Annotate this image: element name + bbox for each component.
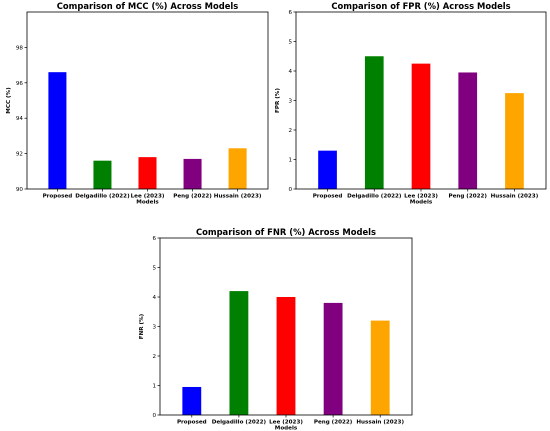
x-axis-label: Models	[275, 426, 298, 431]
chart-title: Comparison of FPR (%) Across Models	[331, 1, 510, 11]
y-tick-label: 90	[16, 187, 24, 193]
x-tick-label: Hussain (2023)	[356, 420, 404, 426]
x-axis-label: Models	[410, 200, 433, 206]
y-tick-label: 5	[152, 266, 156, 272]
y-tick-label: 92	[16, 152, 23, 158]
bar-hussain-2023	[370, 320, 390, 415]
bar-proposed	[48, 72, 67, 189]
y-tick-label: 6	[288, 10, 292, 16]
x-tick-label: Lee (2023)	[269, 420, 303, 426]
bar-hussain-2023	[228, 148, 247, 189]
x-tick-label: Delgadillo (2022)	[347, 194, 402, 200]
y-tick-label: 4	[152, 295, 156, 301]
y-tick-label: 2	[152, 354, 156, 360]
x-tick-label: Hussain (2023)	[491, 194, 539, 200]
bar-delgadillo-2022	[93, 160, 112, 189]
y-axis-label: FNR (%)	[139, 313, 145, 339]
chart-title: Comparison of MCC (%) Across Models	[57, 1, 239, 11]
bar-peng-2022	[458, 72, 478, 189]
chart-3: Proposed Delgadillo (2022) Lee (2023) Peng …	[139, 227, 413, 431]
bar-lee-2023	[411, 63, 431, 189]
chart-title: Comparison of FNR (%) Across Models	[196, 227, 376, 237]
x-tick-label: Delgadillo (2022)	[212, 420, 267, 426]
x-tick-label: Proposed	[313, 194, 343, 200]
y-axis-label: FPR (%)	[275, 88, 281, 113]
y-axis-label: MCC (%)	[6, 87, 12, 114]
chart-2: Proposed Delgadillo (2022) Lee (2023) Peng …	[275, 1, 547, 206]
x-tick-label: Lee (2023)	[131, 194, 165, 200]
bar-delgadillo-2022	[364, 56, 384, 189]
bar-proposed	[318, 150, 337, 189]
y-tick-label: 94	[16, 116, 24, 122]
y-tick-label: 3	[152, 325, 156, 331]
x-tick-label: Peng (2022)	[314, 420, 353, 426]
bar-hussain-2023	[505, 93, 524, 189]
chart-1: Proposed Delgadillo (2022) Lee (2023) Peng …	[6, 1, 269, 206]
bar-lee-2023	[138, 157, 157, 189]
bar-peng-2022	[183, 158, 202, 189]
x-tick-label: Lee (2023)	[404, 194, 438, 200]
x-axis-label: Models	[136, 200, 159, 206]
x-tick-label: Proposed	[177, 420, 207, 426]
bar-peng-2022	[323, 302, 343, 415]
y-tick-label: 0	[288, 187, 292, 193]
y-tick-label: 5	[288, 40, 292, 46]
x-tick-label: Peng (2022)	[448, 194, 487, 200]
x-tick-label: Peng (2022)	[173, 194, 212, 200]
plot-frame	[26, 11, 269, 190]
y-tick-label: 3	[288, 99, 292, 105]
y-tick-label: 2	[288, 128, 292, 134]
y-tick-label: 98	[16, 45, 24, 51]
bar-delgadillo-2022	[229, 291, 249, 415]
x-tick-label: Proposed	[43, 194, 73, 200]
bar-lee-2023	[276, 297, 296, 415]
y-tick-label: 1	[288, 158, 292, 164]
y-tick-label: 1	[152, 384, 156, 390]
x-tick-label: Delgadillo (2022)	[75, 194, 130, 200]
y-tick-label: 96	[16, 81, 24, 87]
y-tick-label: 4	[288, 69, 292, 75]
y-tick-label: 6	[152, 236, 156, 242]
x-tick-label: Hussain (2023)	[214, 194, 262, 200]
bar-proposed	[182, 386, 202, 415]
y-tick-label: 0	[152, 413, 156, 419]
